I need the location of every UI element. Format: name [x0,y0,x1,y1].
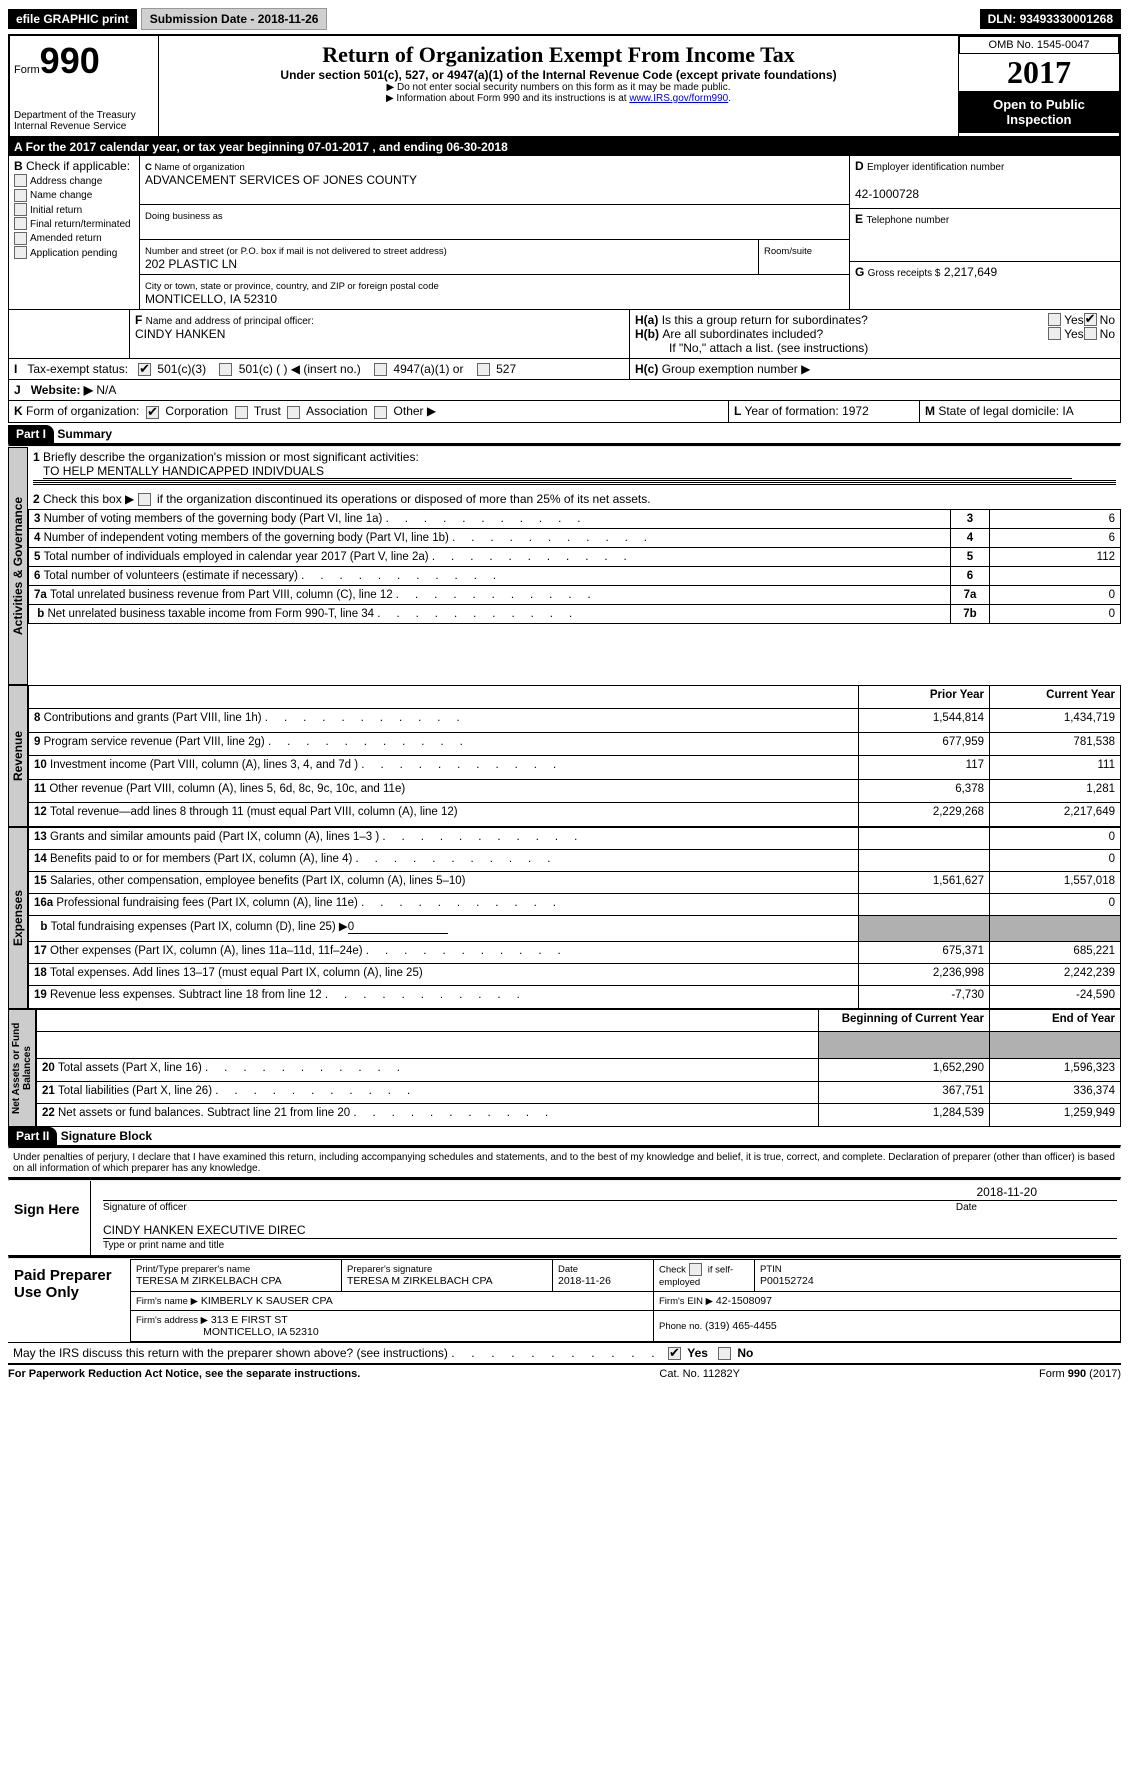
form-subtitle: Under section 501(c), 527, or 4947(a)(1)… [165,68,952,82]
section-a: A For the 2017 calendar year, or tax yea… [8,138,1121,156]
page-footer: For Paperwork Reduction Act Notice, see … [8,1363,1121,1380]
org-name: ADVANCEMENT SERVICES OF JONES COUNTY [145,173,417,187]
sign-date: 2018-11-20 [977,1185,1038,1199]
officer-name: CINDY HANKEN EXECUTIVE DIREC [103,1223,1117,1237]
part2-header: Part II Signature Block [8,1127,1121,1145]
tab-net-assets: Net Assets or Fund Balances [8,1009,36,1127]
part1-body: Activities & Governance 1 Briefly descri… [8,447,1121,685]
form-number: 990 [40,40,100,81]
dln-box: DLN: 93493330001268 [980,9,1121,29]
revenue-table: Prior YearCurrent Year 8 Contributions a… [28,685,1121,827]
block-fh: F Name and address of principal officer:… [8,310,1121,359]
irs-link[interactable]: www.IRS.gov/form990 [629,93,728,104]
netassets-table: Beginning of Current YearEnd of Year 20 … [36,1009,1121,1127]
city-state-zip: MONTICELLO, IA 52310 [145,292,277,306]
block-klm: K Form of organization: Corporation Trus… [8,401,1121,422]
principal-officer: CINDY HANKEN [135,327,225,341]
info-link-row: ▶ Information about Form 990 and its ins… [165,93,952,104]
irs-label: Internal Revenue Service [14,121,154,132]
expenses-table: 13 Grants and similar amounts paid (Part… [28,827,1121,1009]
submission-btn[interactable]: Submission Date - 2018-11-26 [141,8,328,30]
part1-header: Part I Summary [8,425,1121,443]
tab-expenses: Expenses [8,827,28,1009]
expenses-block: Expenses 13 Grants and similar amounts p… [8,827,1121,1009]
preparer-table: Print/Type preparer's nameTERESA M ZIRKE… [130,1259,1121,1342]
summary-table-ag: 3 Number of voting members of the govern… [28,509,1121,624]
perjury-declaration: Under penalties of perjury, I declare th… [8,1149,1121,1177]
block-j: J Website: ▶ N/A [8,380,1121,401]
efile-btn[interactable]: efile GRAPHIC print [8,9,137,29]
sign-here-block: Sign Here 2018-11-20 Signature of office… [8,1181,1121,1255]
netassets-block: Net Assets or Fund Balances Beginning of… [8,1009,1121,1127]
top-bar: efile GRAPHIC print Submission Date - 20… [8,8,1121,30]
block-deg: D Employer identification number42-10007… [849,156,1120,309]
form-header: Form990 Department of the Treasury Inter… [8,34,1121,138]
block-i: I Tax-exempt status: 501(c)(3) 501(c) ( … [8,359,1121,380]
form-title: Return of Organization Exempt From Incom… [165,42,952,68]
open-public: Open to Public Inspection [959,91,1119,133]
block-b: B Check if applicable: Address change Na… [9,156,140,309]
tab-revenue: Revenue [8,685,28,827]
block-bcdefgh: B Check if applicable: Address change Na… [8,156,1121,310]
ein: 42-1000728 [855,187,919,201]
street-address: 202 PLASTIC LN [145,257,237,271]
discuss-row: May the IRS discuss this return with the… [8,1342,1121,1363]
ssn-warning: ▶ Do not enter social security numbers o… [165,82,952,93]
revenue-block: Revenue Prior YearCurrent Year 8 Contrib… [8,685,1121,827]
omb-number: OMB No. 1545-0047 [959,36,1119,54]
dept-treasury: Department of the Treasury [14,110,154,121]
tab-activities: Activities & Governance [8,447,28,685]
paid-preparer-block: Paid Preparer Use Only Print/Type prepar… [8,1259,1121,1342]
mission-text: TO HELP MENTALLY HANDICAPPED INDIVDUALS [43,464,1072,479]
tax-year: 2017 [959,54,1119,91]
gross-receipts: 2,217,649 [944,265,997,279]
block-c: C Name of organizationADVANCEMENT SERVIC… [140,156,849,309]
